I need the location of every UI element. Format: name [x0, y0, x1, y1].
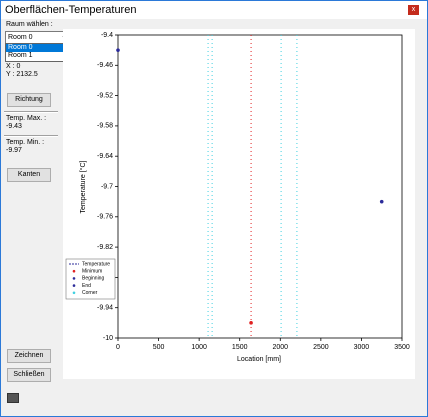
y-tick-label: -10: [103, 335, 113, 342]
x-tick-label: 500: [153, 344, 165, 351]
legend-swatch: [72, 291, 76, 295]
separator: [4, 135, 58, 137]
legend-label: Corner: [82, 290, 98, 296]
chart-background: [63, 29, 415, 379]
close-window-button[interactable]: Schließen: [7, 368, 51, 382]
y-info: Y : 2132.5: [6, 71, 38, 78]
legend-swatch: [72, 277, 76, 280]
legend-swatch: [72, 269, 76, 273]
x-tick-label: 2000: [272, 344, 288, 351]
separator: [4, 111, 58, 113]
edges-button[interactable]: Kanten: [7, 168, 51, 182]
y-tick-label: -9.82: [97, 244, 113, 251]
point-marker: [379, 199, 384, 204]
x-info: X : 0: [6, 63, 21, 70]
y-tick-label: -9.64: [97, 153, 113, 160]
point-marker: [116, 48, 120, 52]
y-tick-label: -9.7: [101, 183, 113, 190]
draw-button[interactable]: Zeichnen: [7, 349, 51, 363]
close-button[interactable]: x: [408, 5, 419, 15]
x-tick-label: 3500: [394, 344, 410, 351]
y-tick-label: -9.46: [97, 62, 113, 69]
direction-button[interactable]: Richtung: [7, 93, 51, 107]
y-axis-label: Temperature [°C]: [79, 160, 87, 213]
title-bar: Oberflächen-Temperaturen x: [1, 1, 427, 19]
legend-label: Minimum: [82, 269, 102, 275]
legend-label: End: [82, 283, 91, 289]
point-marker: [249, 321, 253, 325]
temp-max-label: Temp. Max. :: [6, 115, 47, 122]
window-title: Oberflächen-Temperaturen: [5, 4, 137, 16]
room-option[interactable]: Room 1: [8, 52, 33, 59]
temp-max: -9.43: [6, 123, 22, 130]
y-tick-label: -9.4: [101, 32, 113, 39]
room-selected: Room 0: [8, 34, 33, 41]
x-tick-label: 0: [116, 344, 120, 351]
y-tick-label: -9.58: [97, 123, 113, 130]
y-tick-label: -9.94: [97, 305, 113, 312]
status-strip: [1, 385, 427, 416]
x-axis-label: Location [mm]: [237, 356, 281, 363]
legend-label: Temperature: [82, 261, 110, 267]
x-tick-label: 2500: [313, 344, 329, 351]
app-icon: [7, 393, 19, 403]
room-label: Raum wählen :: [6, 21, 53, 28]
temp-min-label: Temp. Min. :: [6, 139, 45, 146]
x-tick-label: 3000: [354, 344, 370, 351]
legend-label: Beginning: [82, 276, 104, 282]
x-tick-label: 1500: [232, 344, 248, 351]
y-tick-label: -9.52: [97, 92, 113, 99]
chart: Location [mm] Temperature [°C] -9.4 -9.46…: [63, 29, 415, 379]
temp-min: -9.97: [6, 147, 22, 154]
legend-swatch: [72, 284, 76, 287]
y-tick-label: -9.76: [97, 214, 113, 221]
x-tick-label: 1000: [191, 344, 207, 351]
